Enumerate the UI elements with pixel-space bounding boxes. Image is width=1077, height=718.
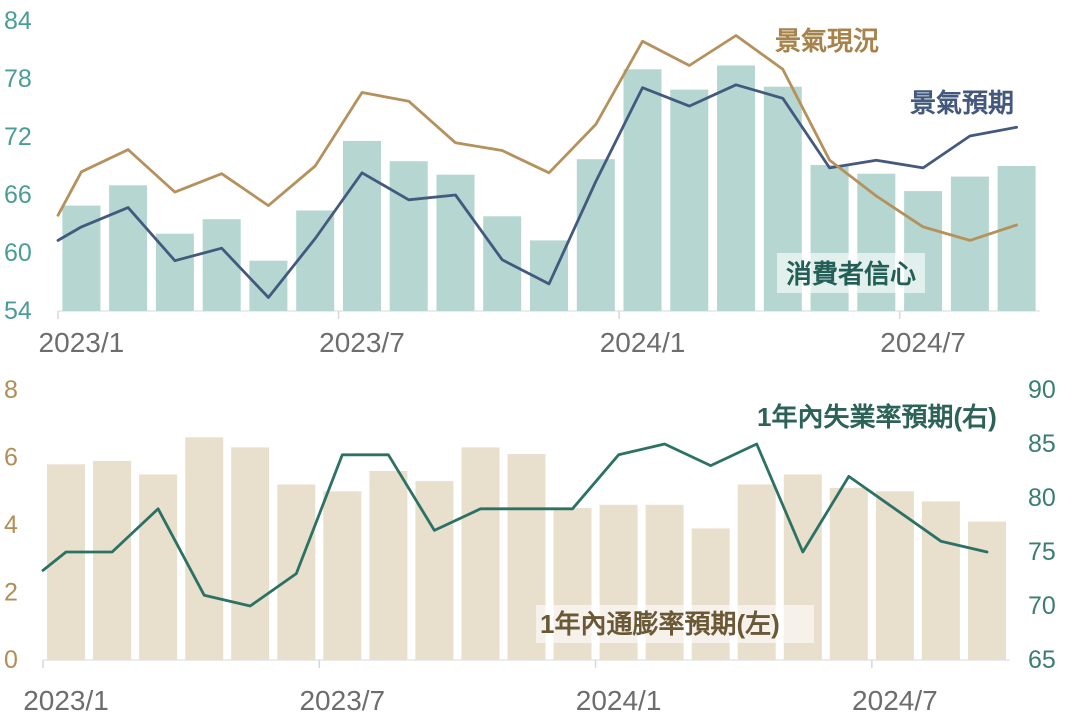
current-conditions-line: [56, 34, 1018, 242]
bar: [717, 65, 755, 311]
inflation-label-box: [536, 605, 814, 643]
y-axis-label-left: 2: [4, 579, 18, 607]
bar: [483, 216, 522, 311]
inflation-unemployment-chart: 2023/1 2023/7 2024/1 2024/7 0 2 4 6 8 65 70 75 80 85 9…: [4, 376, 1056, 716]
bar: [670, 89, 709, 311]
y-axis-label-left: 60: [4, 239, 32, 267]
bar: [231, 447, 270, 660]
x-axis-label: 2024/7: [880, 327, 966, 358]
y-axis-label-left: 6: [4, 444, 18, 472]
bar: [921, 501, 960, 660]
x-axis-label: 2023/7: [319, 327, 405, 358]
bar: [623, 69, 662, 311]
y-axis-label-right: 90: [1028, 376, 1056, 404]
y-axis-label-right: 65: [1028, 646, 1056, 674]
y-axis-label-right: 80: [1028, 484, 1056, 512]
bar: [829, 487, 868, 660]
unemployment-expectation-line: [41, 442, 989, 608]
x-axis-label: 2024/7: [852, 685, 938, 716]
consumer-sentiment-label-box: [777, 253, 925, 293]
y-axis-label-left: 84: [4, 7, 32, 35]
expectations-label: 景氣預期: [910, 88, 1014, 118]
y-axis-label-right: 85: [1028, 430, 1056, 458]
y-axis-label-left: 72: [4, 123, 32, 151]
consumer-sentiment-label: 消費者信心: [786, 259, 916, 289]
x-axis-label: 2023/1: [23, 685, 109, 716]
bar: [997, 166, 1036, 311]
bar: [389, 161, 428, 311]
y-axis-label-right: 70: [1028, 592, 1056, 620]
y-axis-label-left: 4: [4, 511, 18, 539]
bar: [185, 437, 224, 661]
y-axis-label-left: 54: [4, 297, 32, 325]
bar: [369, 471, 408, 660]
bar: [109, 185, 148, 311]
bar: [323, 491, 362, 661]
x-axis-label: 2023/7: [299, 685, 385, 716]
x-axis-label: 2024/1: [576, 685, 662, 716]
bar: [968, 521, 1006, 660]
y-axis-label-left: 78: [4, 65, 32, 93]
expectations-line: [56, 83, 1018, 299]
bar: [950, 176, 989, 311]
x-axis-label: 2023/1: [39, 327, 125, 358]
bar: [461, 447, 500, 660]
inflation-expectation-bars: [47, 437, 1006, 661]
y-axis-label-left: 8: [4, 376, 18, 404]
bar: [530, 240, 568, 311]
x-axis-label: 2024/1: [600, 327, 686, 358]
bar: [904, 191, 943, 311]
bar: [249, 260, 288, 311]
bar: [343, 140, 381, 311]
consumer-sentiment-chart: 2023/1 2023/7 2024/1 2024/7 54 60 66 72 78 84 景氣現況…: [4, 7, 1040, 358]
bar: [93, 460, 132, 660]
unemployment-label: 1年內失業率預期(右): [757, 402, 997, 432]
inflation-label: 1年內通膨率預期(左): [540, 609, 780, 639]
bar: [296, 210, 335, 311]
bar: [139, 474, 178, 660]
y-axis-label-left: 0: [4, 646, 18, 674]
consumer-sentiment-bars: [62, 65, 1036, 311]
y-axis-label-right: 75: [1028, 538, 1056, 566]
current-conditions-label: 景氣現況: [775, 26, 879, 56]
bar: [202, 219, 241, 311]
y-axis-label-left: 66: [4, 181, 32, 209]
